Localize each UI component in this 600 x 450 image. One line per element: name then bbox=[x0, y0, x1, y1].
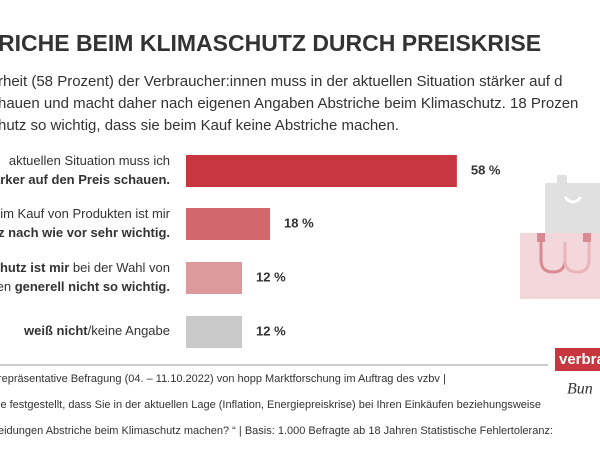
bar bbox=[186, 155, 457, 187]
category-label: utz nach wie vor sehr wichtig. bbox=[0, 225, 170, 240]
footer-line: eidungen Abstriche beim Klimaschutz mach… bbox=[0, 425, 553, 437]
category-label-part: im Kauf von Produkten ist mir bbox=[0, 206, 170, 221]
value-label: 12 % bbox=[256, 323, 286, 338]
category-label: ten generell nicht so wichtig. bbox=[0, 279, 170, 294]
category-label-part: tärker auf den Preis schauen. bbox=[0, 172, 170, 187]
category-label-part: bei der Wahl von bbox=[69, 260, 170, 275]
category-label-part: /keine Angabe bbox=[88, 323, 170, 338]
category-label-part: ten bbox=[0, 279, 15, 294]
subtitle-line: hauen und macht daher nach eigenen Angab… bbox=[0, 95, 578, 112]
subtitle-line: rheit (58 Prozent) der Verbraucher:innen… bbox=[0, 73, 562, 90]
value-label: 12 % bbox=[256, 269, 286, 284]
category-label-part: weiß nicht bbox=[23, 323, 88, 338]
bar bbox=[186, 208, 271, 240]
category-label: weiß nicht/keine Angabe bbox=[23, 323, 170, 338]
bar bbox=[186, 316, 243, 348]
category-label-part: utz nach wie vor sehr wichtig. bbox=[0, 225, 170, 240]
value-label: 18 % bbox=[284, 215, 314, 230]
footer-line: repräsentative Befragung (04. – 11.10.20… bbox=[0, 373, 446, 385]
category-label: schutz ist mir bei der Wahl von bbox=[0, 260, 170, 275]
footer-line: ie festgestellt, dass Sie in der aktuell… bbox=[0, 399, 541, 411]
bar bbox=[186, 262, 243, 294]
value-label: 58 % bbox=[471, 162, 501, 177]
category-label: aktuellen Situation muss ich bbox=[9, 153, 170, 168]
logo-box bbox=[555, 348, 600, 371]
logo-text: verbrau bbox=[559, 351, 600, 368]
category-label: im Kauf von Produkten ist mir bbox=[0, 206, 170, 221]
category-label-part: generell nicht so wichtig. bbox=[15, 279, 170, 294]
category-label-part: schutz ist mir bbox=[0, 260, 69, 275]
category-label: tärker auf den Preis schauen. bbox=[0, 172, 170, 187]
logo-subtext: Bun bbox=[567, 381, 593, 398]
subtitle-line: hutz so wichtig, dass sie beim Kauf kein… bbox=[0, 117, 399, 134]
category-label-part: aktuellen Situation muss ich bbox=[9, 153, 170, 168]
chart-title: RICHE BEIM KLIMASCHUTZ DURCH PREISKRISE bbox=[0, 30, 541, 56]
illustration bbox=[520, 175, 600, 299]
